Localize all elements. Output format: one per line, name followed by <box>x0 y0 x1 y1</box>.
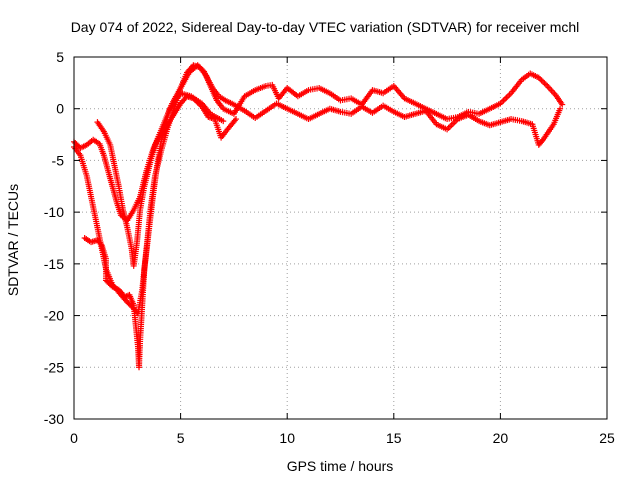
data-point <box>557 105 564 112</box>
data-point <box>559 101 566 108</box>
x-tick-label: 10 <box>279 430 295 446</box>
plot-frame <box>73 56 608 420</box>
y-tick-label: -15 <box>44 256 64 272</box>
x-tick-label: 20 <box>493 430 509 446</box>
x-tick-label: 5 <box>177 430 185 446</box>
x-tick-label: 25 <box>599 430 615 446</box>
y-tick-label: 5 <box>56 49 64 65</box>
data-point <box>233 116 240 123</box>
y-tick-label: -20 <box>44 308 64 324</box>
data-point <box>541 80 548 87</box>
data-point <box>220 118 227 125</box>
y-tick-label: -25 <box>44 359 64 375</box>
y-tick-label: -10 <box>44 204 64 220</box>
grid-lines <box>74 57 607 419</box>
data-point <box>97 240 104 247</box>
data-point <box>538 138 545 145</box>
axis-ticks: 0 5 10 15 20 25 5 0 -5 -10 -15 -20 -25 -30 <box>44 49 615 446</box>
y-axis-label: SDTVAR / TECUs <box>5 184 21 296</box>
data-markers <box>71 62 566 371</box>
y-tick-label: -30 <box>44 411 64 427</box>
data-point <box>538 77 545 84</box>
x-tick-label: 0 <box>70 430 78 446</box>
data-point <box>542 81 549 88</box>
y-tick-label: -5 <box>52 152 65 168</box>
data-point <box>199 67 206 74</box>
data-point <box>540 78 547 85</box>
chart-title: Day 074 of 2022, Sidereal Day-to-day VTE… <box>71 19 580 35</box>
y-tick-label: 0 <box>56 101 64 117</box>
x-tick-label: 15 <box>386 430 402 446</box>
x-axis-label: GPS time / hours <box>287 458 394 474</box>
